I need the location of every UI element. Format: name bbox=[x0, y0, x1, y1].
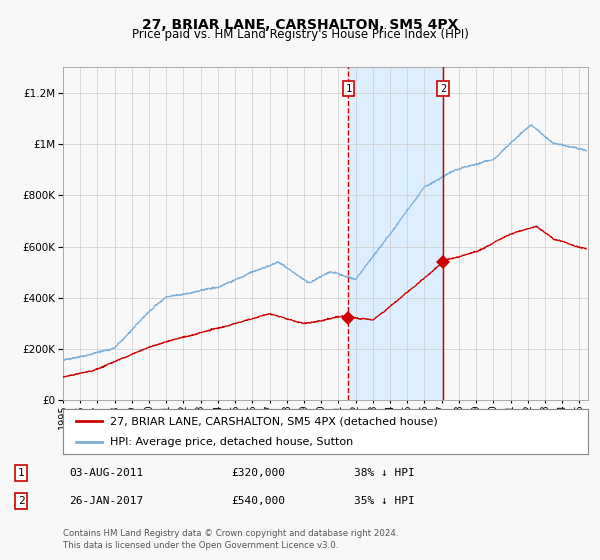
Text: 35% ↓ HPI: 35% ↓ HPI bbox=[354, 496, 415, 506]
Text: 38% ↓ HPI: 38% ↓ HPI bbox=[354, 468, 415, 478]
Text: This data is licensed under the Open Government Licence v3.0.: This data is licensed under the Open Gov… bbox=[63, 541, 338, 550]
Text: 03-AUG-2011: 03-AUG-2011 bbox=[69, 468, 143, 478]
Text: Price paid vs. HM Land Registry's House Price Index (HPI): Price paid vs. HM Land Registry's House … bbox=[131, 28, 469, 41]
Text: 2: 2 bbox=[17, 496, 25, 506]
Text: 2: 2 bbox=[440, 84, 446, 94]
Text: 27, BRIAR LANE, CARSHALTON, SM5 4PX: 27, BRIAR LANE, CARSHALTON, SM5 4PX bbox=[142, 18, 458, 32]
Text: £540,000: £540,000 bbox=[231, 496, 285, 506]
Text: £320,000: £320,000 bbox=[231, 468, 285, 478]
Text: 1: 1 bbox=[345, 84, 352, 94]
Text: Contains HM Land Registry data © Crown copyright and database right 2024.: Contains HM Land Registry data © Crown c… bbox=[63, 529, 398, 538]
Bar bbox=[349, 67, 443, 400]
Text: 1: 1 bbox=[17, 468, 25, 478]
Text: 26-JAN-2017: 26-JAN-2017 bbox=[69, 496, 143, 506]
Text: HPI: Average price, detached house, Sutton: HPI: Average price, detached house, Sutt… bbox=[110, 437, 353, 447]
Text: 27, BRIAR LANE, CARSHALTON, SM5 4PX (detached house): 27, BRIAR LANE, CARSHALTON, SM5 4PX (det… bbox=[110, 416, 438, 426]
